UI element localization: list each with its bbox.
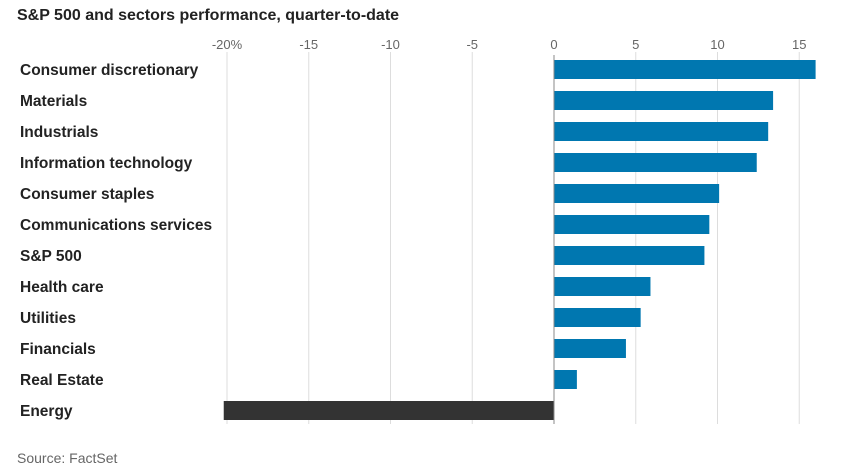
bar — [554, 153, 757, 172]
x-tick-label: -5 — [466, 37, 478, 52]
bar — [554, 246, 705, 265]
category-label: Consumer staples — [20, 186, 154, 203]
bar — [554, 308, 641, 327]
category-label: Industrials — [20, 124, 98, 141]
category-label: S&P 500 — [20, 248, 82, 265]
bar — [554, 122, 769, 141]
bar — [554, 215, 710, 234]
category-label: Information technology — [20, 155, 193, 172]
x-tick-label: 10 — [710, 37, 724, 52]
chart-source: Source: FactSet — [17, 450, 118, 466]
bar — [223, 401, 555, 420]
category-label: Energy — [20, 403, 73, 420]
bar — [554, 370, 577, 389]
chart-title: S&P 500 and sectors performance, quarter… — [17, 7, 400, 24]
bar — [554, 339, 626, 358]
x-tick-label: -20% — [212, 37, 243, 52]
bar — [554, 184, 720, 203]
category-label: Consumer discretionary — [20, 62, 199, 79]
x-tick-label: 0 — [550, 37, 557, 52]
bar — [554, 277, 651, 296]
category-label: Utilities — [20, 310, 76, 327]
bar — [554, 60, 816, 79]
x-tick-label: 5 — [632, 37, 639, 52]
x-tick-label: -15 — [299, 37, 318, 52]
bar — [554, 91, 774, 110]
x-tick-label: -10 — [381, 37, 400, 52]
category-label: Health care — [20, 279, 104, 296]
category-label: Materials — [20, 93, 87, 110]
category-label: Real Estate — [20, 372, 104, 389]
x-tick-label: 15 — [792, 37, 806, 52]
category-label: Financials — [20, 341, 96, 358]
category-label: Communications services — [20, 217, 212, 234]
